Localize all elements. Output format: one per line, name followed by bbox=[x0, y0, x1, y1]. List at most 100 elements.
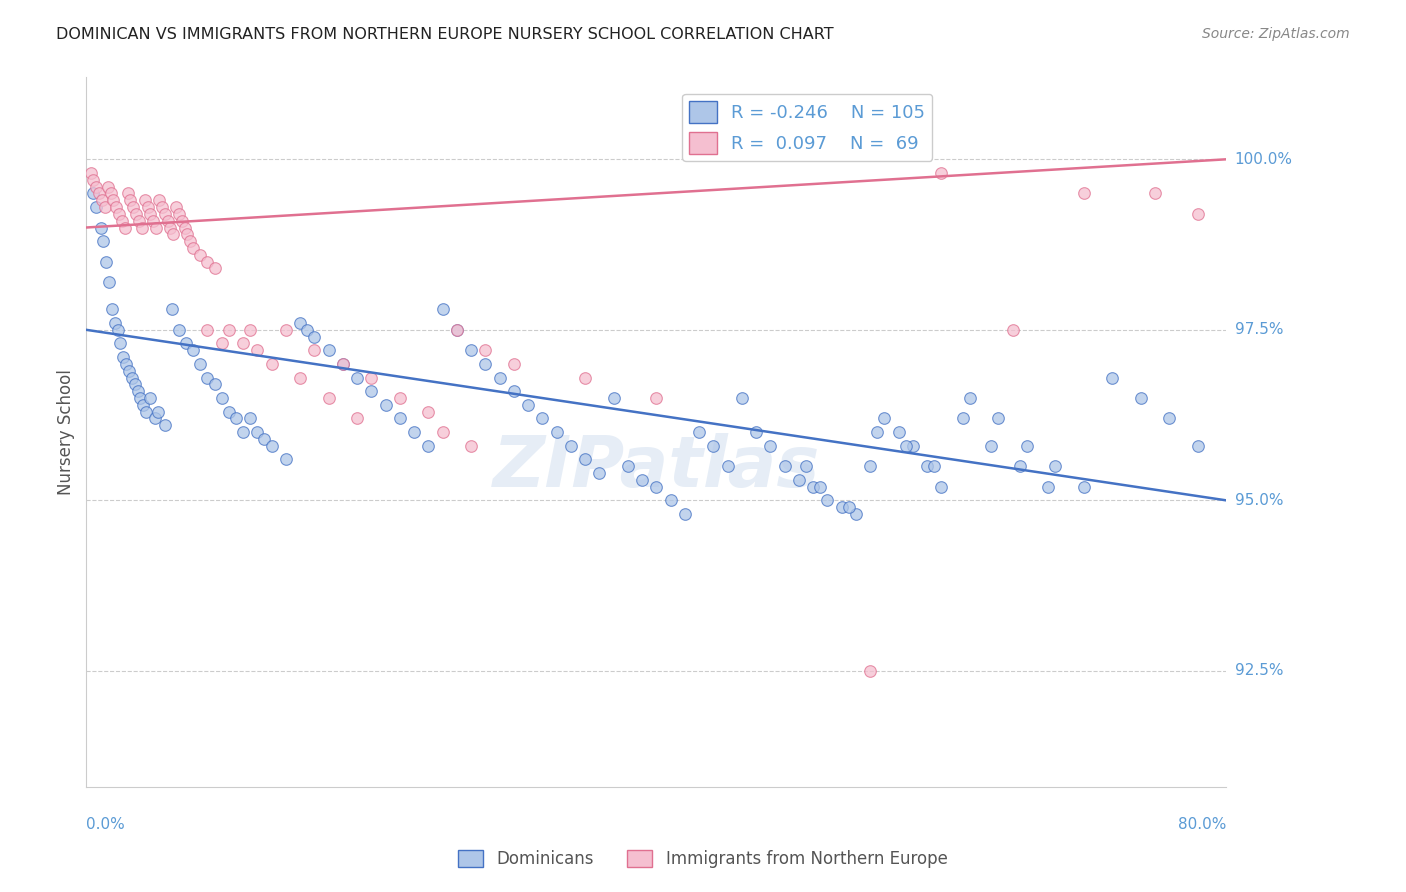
Text: 92.5%: 92.5% bbox=[1234, 664, 1284, 679]
Point bbox=[115, 357, 138, 371]
Point bbox=[96, 254, 118, 268]
Point bbox=[602, 391, 624, 405]
Point bbox=[574, 370, 596, 384]
Point bbox=[1101, 370, 1123, 384]
Point bbox=[131, 220, 153, 235]
Point bbox=[120, 193, 142, 207]
Point bbox=[218, 405, 240, 419]
Text: ZIPatlas: ZIPatlas bbox=[492, 434, 820, 502]
Point bbox=[922, 459, 945, 474]
Point bbox=[87, 186, 110, 201]
Point bbox=[105, 200, 128, 214]
Point bbox=[402, 425, 425, 439]
Legend: Dominicans, Immigrants from Northern Europe: Dominicans, Immigrants from Northern Eur… bbox=[451, 843, 955, 875]
Point bbox=[1073, 186, 1095, 201]
Point bbox=[197, 370, 219, 384]
Point bbox=[318, 343, 340, 358]
Point bbox=[1008, 459, 1031, 474]
Point bbox=[124, 377, 146, 392]
Point bbox=[659, 493, 682, 508]
Point bbox=[121, 370, 143, 384]
Point bbox=[959, 391, 981, 405]
Point bbox=[873, 411, 896, 425]
Point bbox=[745, 425, 768, 439]
Point bbox=[831, 500, 853, 515]
Point bbox=[104, 316, 127, 330]
Point bbox=[295, 323, 318, 337]
Point bbox=[150, 200, 173, 214]
Point bbox=[100, 186, 122, 201]
Point bbox=[645, 391, 668, 405]
Point bbox=[1045, 459, 1067, 474]
Text: 97.5%: 97.5% bbox=[1234, 322, 1284, 337]
Point bbox=[82, 173, 104, 187]
Point bbox=[132, 398, 155, 412]
Point bbox=[1159, 411, 1181, 425]
Point bbox=[110, 336, 132, 351]
Point bbox=[107, 323, 129, 337]
Point bbox=[517, 398, 540, 412]
Point bbox=[1036, 480, 1059, 494]
Point bbox=[239, 323, 262, 337]
Point bbox=[82, 186, 104, 201]
Point bbox=[181, 241, 204, 255]
Point bbox=[1143, 186, 1166, 201]
Point bbox=[1187, 207, 1209, 221]
Point bbox=[1129, 391, 1152, 405]
Point bbox=[288, 370, 311, 384]
Point bbox=[418, 405, 440, 419]
Point bbox=[815, 493, 838, 508]
Point bbox=[211, 336, 233, 351]
Point bbox=[127, 384, 149, 399]
Text: DOMINICAN VS IMMIGRANTS FROM NORTHERN EUROPE NURSERY SCHOOL CORRELATION CHART: DOMINICAN VS IMMIGRANTS FROM NORTHERN EU… bbox=[56, 27, 834, 42]
Point bbox=[859, 459, 882, 474]
Point bbox=[929, 166, 952, 180]
Point bbox=[859, 664, 882, 678]
Point bbox=[134, 193, 156, 207]
Point bbox=[122, 200, 145, 214]
Point bbox=[84, 179, 107, 194]
Point bbox=[128, 213, 150, 227]
Point bbox=[388, 411, 411, 425]
Point bbox=[176, 227, 198, 242]
Point bbox=[887, 425, 910, 439]
Point bbox=[360, 384, 382, 399]
Point bbox=[211, 391, 233, 405]
Point bbox=[111, 213, 134, 227]
Point bbox=[174, 336, 197, 351]
Point bbox=[332, 357, 354, 371]
Point bbox=[432, 302, 454, 317]
Point bbox=[167, 207, 190, 221]
Point bbox=[239, 411, 262, 425]
Point bbox=[108, 207, 131, 221]
Point bbox=[838, 500, 860, 515]
Point bbox=[1015, 439, 1038, 453]
Point bbox=[204, 377, 226, 392]
Point bbox=[845, 507, 868, 521]
Point bbox=[304, 329, 326, 343]
Point bbox=[702, 439, 724, 453]
Point bbox=[165, 200, 187, 214]
Point bbox=[560, 439, 582, 453]
Point bbox=[673, 507, 696, 521]
Point bbox=[374, 398, 396, 412]
Point bbox=[759, 439, 782, 453]
Point bbox=[274, 323, 297, 337]
Point bbox=[98, 275, 121, 289]
Point bbox=[218, 323, 240, 337]
Point bbox=[432, 425, 454, 439]
Point bbox=[129, 391, 152, 405]
Point bbox=[894, 439, 917, 453]
Point bbox=[688, 425, 710, 439]
Point bbox=[159, 220, 181, 235]
Point bbox=[446, 323, 468, 337]
Point bbox=[574, 452, 596, 467]
Point bbox=[274, 452, 297, 467]
Point bbox=[502, 357, 524, 371]
Point bbox=[225, 411, 247, 425]
Point bbox=[773, 459, 796, 474]
Point bbox=[288, 316, 311, 330]
Point bbox=[160, 302, 183, 317]
Point bbox=[142, 213, 165, 227]
Point bbox=[332, 357, 354, 371]
